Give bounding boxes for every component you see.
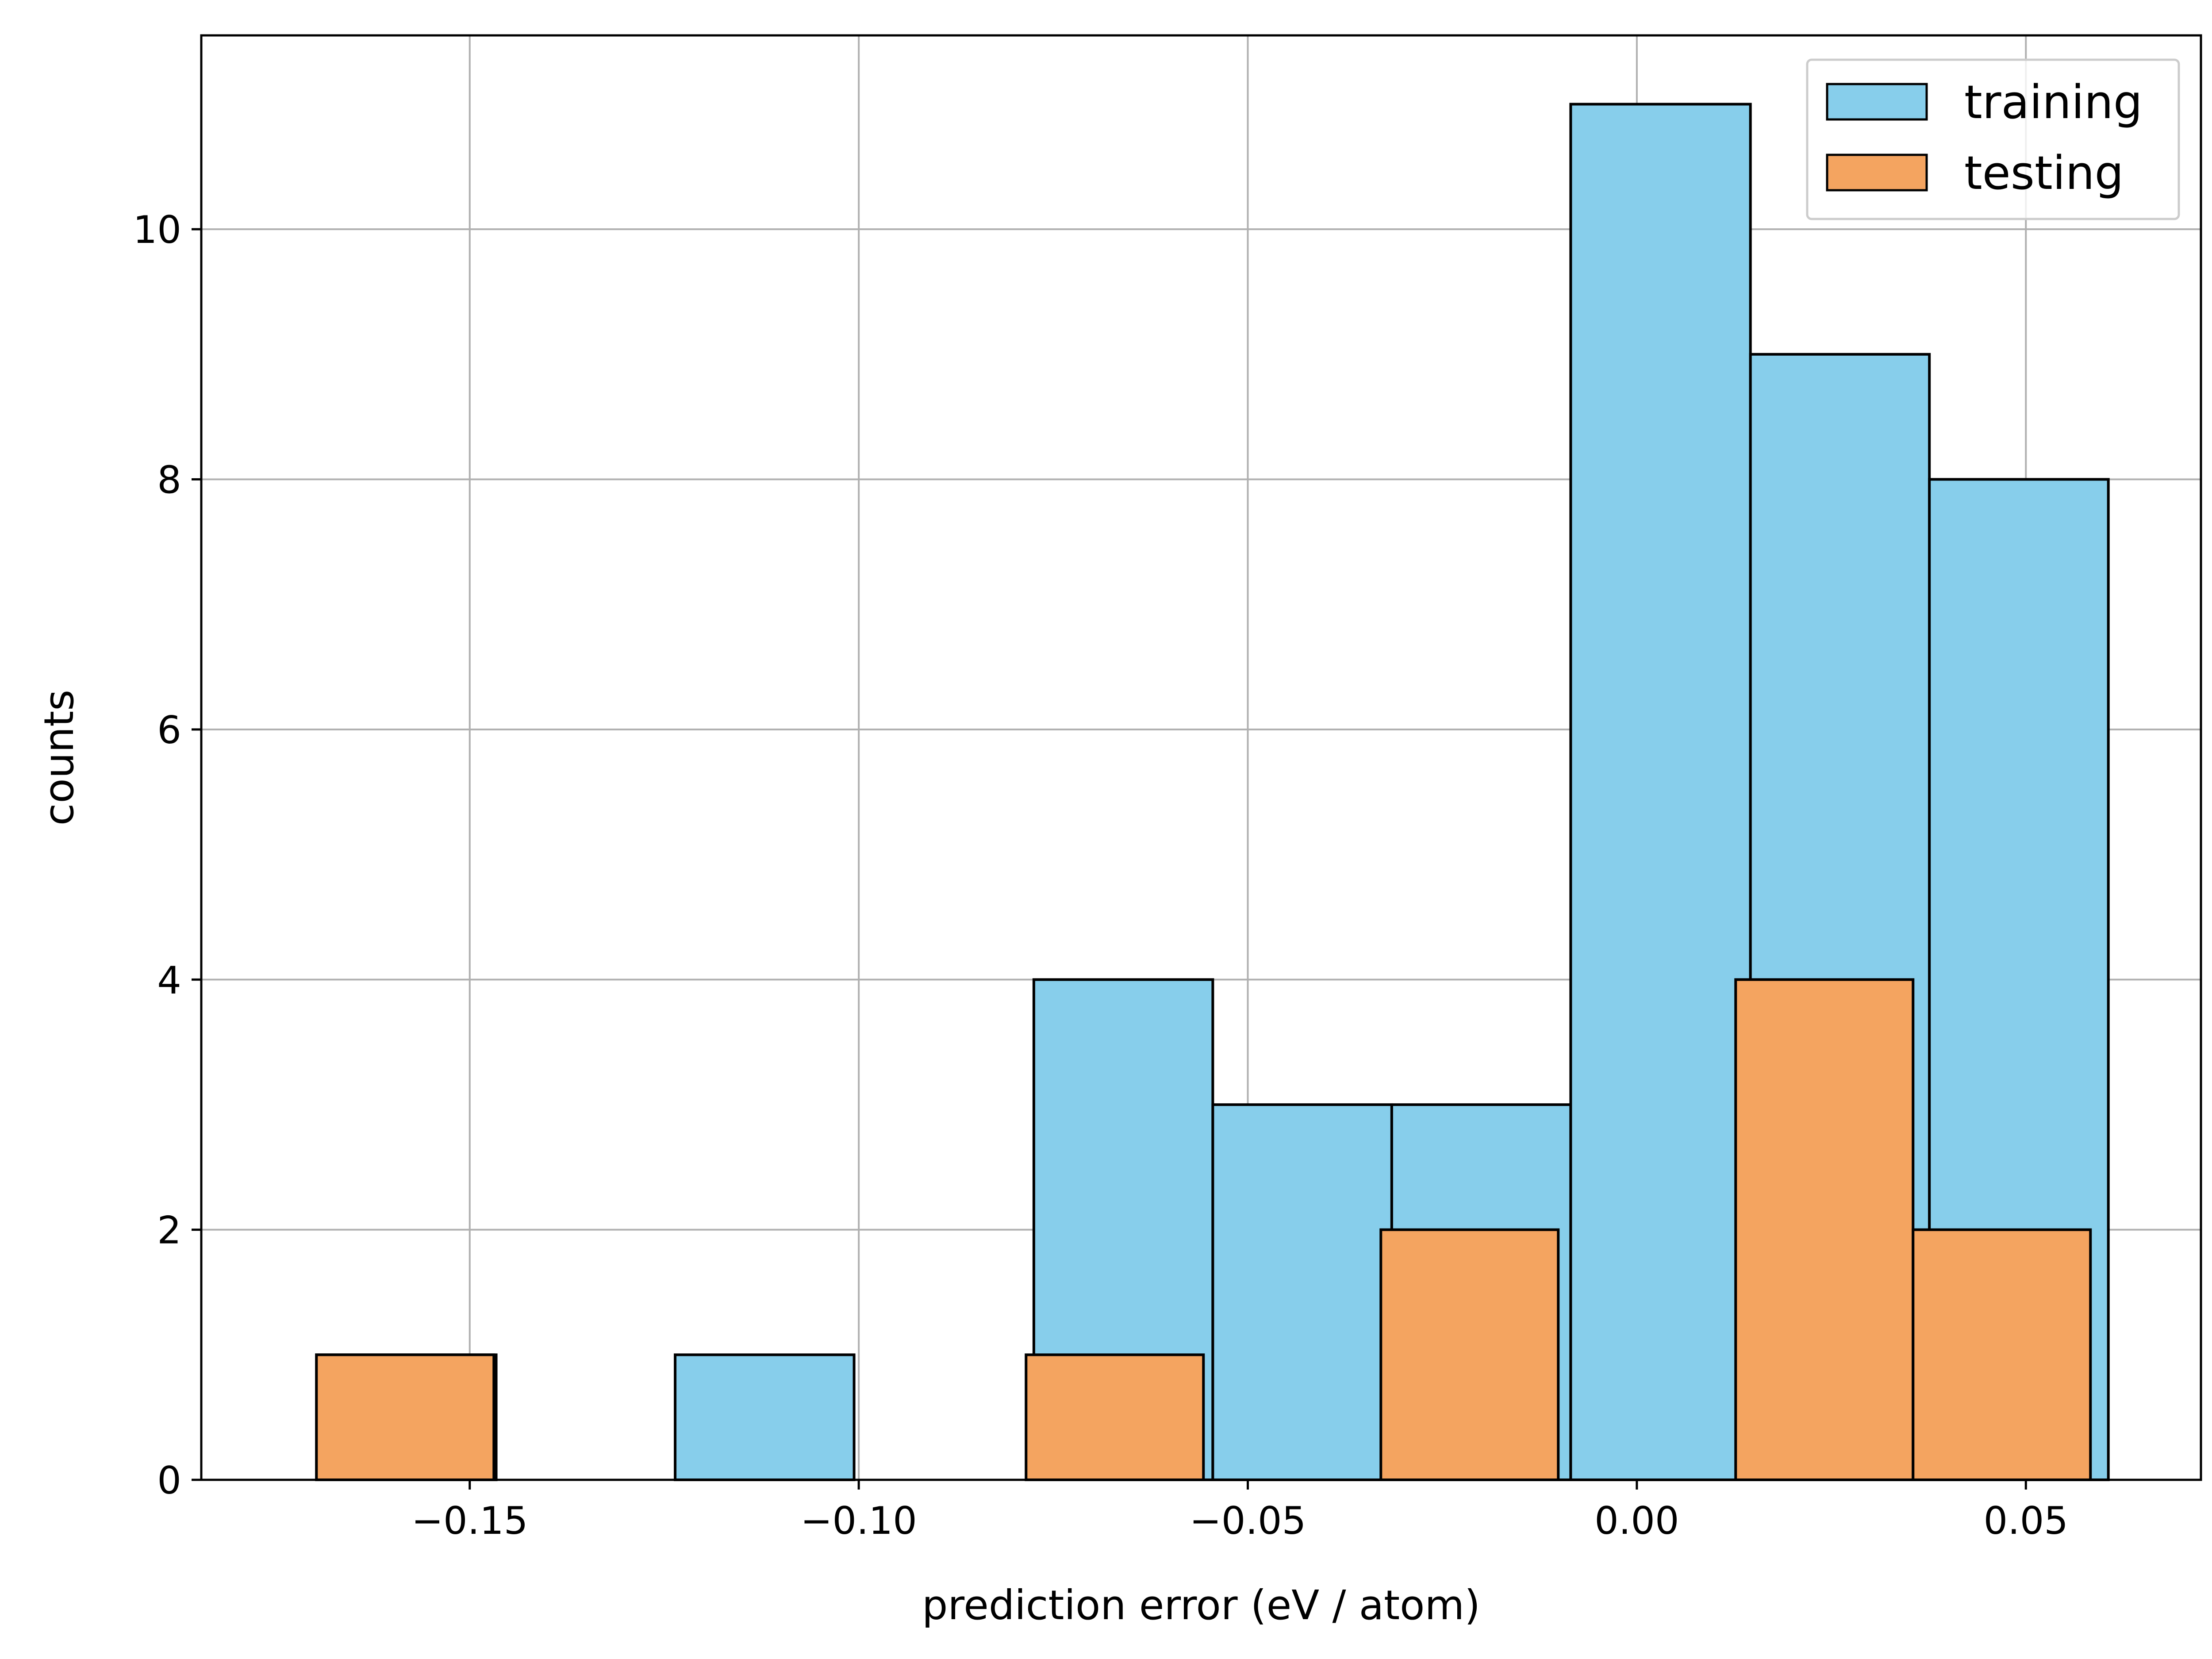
bar-training [674,1353,856,1481]
y-tick-label: 8 [157,458,181,503]
x-tick-label: −0.15 [411,1499,528,1543]
plot-area [200,34,2202,1482]
bar-training [1569,103,1752,1482]
y-tick-label: 2 [157,1209,181,1253]
legend-label-testing: testing [1964,146,2124,200]
y-tick-label: 6 [157,708,181,753]
y-axis-ticks: 0 2 4 6 8 10 [133,208,201,1503]
bar-testing [1379,1228,1560,1482]
y-tick-label: 0 [157,1459,181,1503]
bar-testing [315,1353,495,1481]
y-tick-label: 10 [133,208,181,252]
series-testing-bars [315,978,2092,1482]
legend-swatch-testing [1826,154,1928,192]
x-tick-label: 0.05 [1984,1499,2068,1543]
bar-testing [1912,1228,2092,1482]
x-axis-ticks: −0.15 −0.10 −0.05 0.00 0.05 [411,1480,2068,1543]
legend-label-training: training [1964,75,2143,129]
axes-frame [200,34,2202,1481]
y-tick-label: 4 [157,958,181,1002]
x-tick-label: −0.10 [800,1499,917,1543]
x-tick-label: −0.05 [1190,1499,1306,1543]
bar-training [1211,1103,1393,1481]
bar-testing [1025,1353,1205,1481]
bar-testing [1734,978,1915,1482]
x-axis-label: prediction error (eV / atom) [922,1582,1480,1629]
y-axis-label: counts [35,690,83,826]
legend-swatch-training [1826,83,1928,121]
x-tick-label: 0.00 [1594,1499,1679,1543]
legend: training testing [1806,58,2180,220]
